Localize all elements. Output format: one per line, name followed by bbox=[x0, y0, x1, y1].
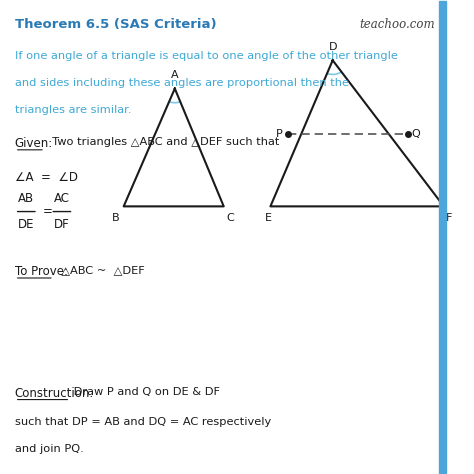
Text: Theorem 6.5 (SAS Criteria): Theorem 6.5 (SAS Criteria) bbox=[15, 18, 216, 31]
Text: triangles are similar.: triangles are similar. bbox=[15, 105, 131, 115]
Bar bbox=[439, 1, 446, 473]
Text: AC: AC bbox=[54, 192, 70, 205]
Text: △ABC ~  △DEF: △ABC ~ △DEF bbox=[54, 265, 145, 275]
Text: B: B bbox=[111, 213, 119, 223]
Text: C: C bbox=[226, 213, 234, 223]
Text: teachoo.com: teachoo.com bbox=[359, 18, 435, 31]
Text: and sides including these angles are proportional then the: and sides including these angles are pro… bbox=[15, 78, 349, 88]
Text: F: F bbox=[446, 213, 453, 223]
Text: such that DP = AB and DQ = AC respectively: such that DP = AB and DQ = AC respective… bbox=[15, 417, 271, 427]
Text: =: = bbox=[43, 205, 53, 218]
Text: Given:: Given: bbox=[15, 137, 53, 150]
Text: and join PQ.: and join PQ. bbox=[15, 444, 83, 455]
Text: DF: DF bbox=[54, 218, 70, 231]
Text: If one angle of a triangle is equal to one angle of the other triangle: If one angle of a triangle is equal to o… bbox=[15, 51, 398, 61]
Text: Construction:: Construction: bbox=[15, 387, 94, 400]
Text: AB: AB bbox=[18, 192, 35, 205]
Text: Q: Q bbox=[412, 129, 420, 139]
Text: D: D bbox=[328, 42, 337, 52]
Text: To Prove:: To Prove: bbox=[15, 265, 68, 278]
Text: A: A bbox=[171, 70, 179, 80]
Text: E: E bbox=[264, 213, 272, 223]
Text: P: P bbox=[276, 129, 283, 139]
Text: Two triangles △ABC and △DEF such that: Two triangles △ABC and △DEF such that bbox=[45, 137, 279, 147]
Text: Draw P and Q on DE & DF: Draw P and Q on DE & DF bbox=[70, 387, 220, 397]
Text: DE: DE bbox=[18, 218, 35, 231]
Text: ∠A  =  ∠D: ∠A = ∠D bbox=[15, 171, 78, 184]
